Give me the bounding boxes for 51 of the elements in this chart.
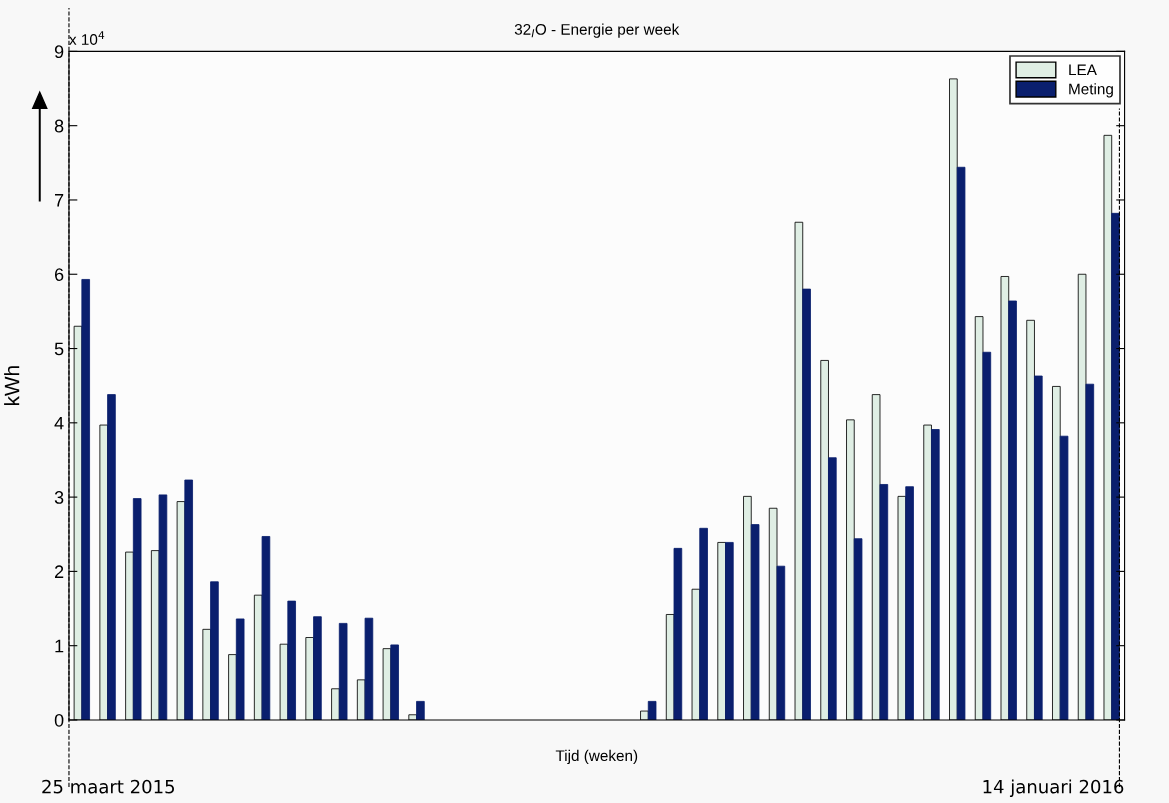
- legend-label: Meting: [1069, 83, 1113, 98]
- text: x 10$^{4}$: [69, 31, 105, 45]
- bar: [776, 565, 786, 720]
- y-tick-label: 7: [54, 194, 64, 207]
- bar: [338, 622, 348, 720]
- bar: [158, 494, 168, 720]
- bar: [235, 618, 245, 720]
- bar: [287, 600, 296, 720]
- bar: [132, 498, 142, 720]
- bar: [81, 279, 90, 720]
- bar: [1034, 375, 1043, 720]
- x-axis-title: Tijd (weken): [555, 749, 638, 765]
- chart-title: 32$_{I}$O - Energie per week: [514, 23, 680, 38]
- y-tick-label: 4: [54, 416, 64, 430]
- bar: [879, 484, 889, 720]
- bar: [905, 486, 914, 720]
- y-tick-label: 8: [54, 119, 64, 133]
- y-tick-label: 1: [55, 639, 64, 653]
- y-axis-title: kWh: [4, 366, 20, 406]
- bar: [699, 527, 708, 720]
- legend-label: LEA: [1069, 64, 1097, 76]
- bar: [107, 394, 116, 720]
- bar: [364, 617, 374, 720]
- bar: [647, 700, 657, 720]
- bar: [982, 351, 992, 720]
- text: 25 maart 2015: [42, 779, 175, 794]
- bar: [802, 288, 811, 720]
- bar: [931, 429, 940, 720]
- bar: [1059, 435, 1069, 720]
- bar: [1008, 300, 1017, 720]
- bar: [673, 547, 683, 720]
- bar: [750, 524, 760, 720]
- y-tick-label: 3: [54, 491, 64, 504]
- bar: [725, 542, 734, 720]
- bar: [1111, 212, 1120, 720]
- bar: [1085, 383, 1095, 720]
- bar: [416, 700, 425, 720]
- bar: [261, 536, 271, 720]
- bar: [956, 166, 966, 720]
- text: 14 januari 2016: [983, 779, 1124, 797]
- bar: [853, 538, 863, 720]
- bar: [210, 581, 219, 720]
- y-tick-label: 5: [54, 342, 64, 356]
- y-tick-label: 2: [54, 565, 64, 578]
- bar: [184, 479, 193, 720]
- y-tick-label: 0: [54, 713, 64, 727]
- y-tick-label: 9: [54, 45, 64, 59]
- bar: [828, 457, 837, 720]
- bar: [390, 644, 399, 720]
- y-tick-label: 6: [54, 268, 64, 281]
- bar: [313, 616, 322, 720]
